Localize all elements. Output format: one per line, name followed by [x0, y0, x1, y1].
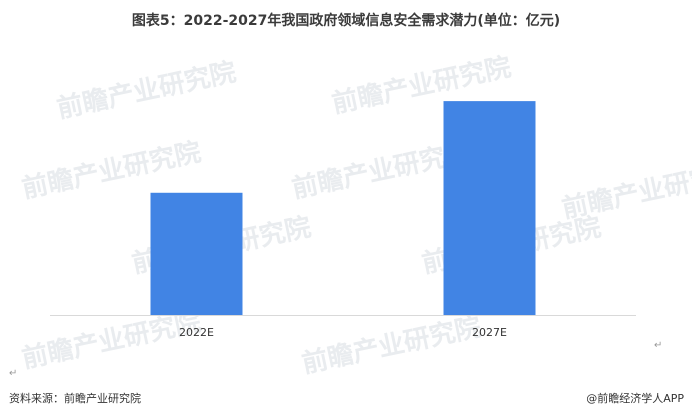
paragraph-mark-icon: ↵ — [9, 368, 18, 379]
brand-credit: @前瞻经济学人APP — [586, 392, 684, 405]
x-tick-label: 2022E — [179, 326, 214, 339]
chart-title: 图表5：2022-2027年我国政府领域信息安全需求潜力(单位：亿元) — [131, 13, 561, 29]
paragraph-mark-icon: ↵ — [654, 340, 663, 351]
source-note: 资料来源：前瞻产业研究院 — [9, 392, 141, 405]
bar-2027E — [443, 101, 536, 315]
bar-2022E — [150, 192, 243, 315]
x-tick-label: 2027E — [472, 326, 507, 339]
